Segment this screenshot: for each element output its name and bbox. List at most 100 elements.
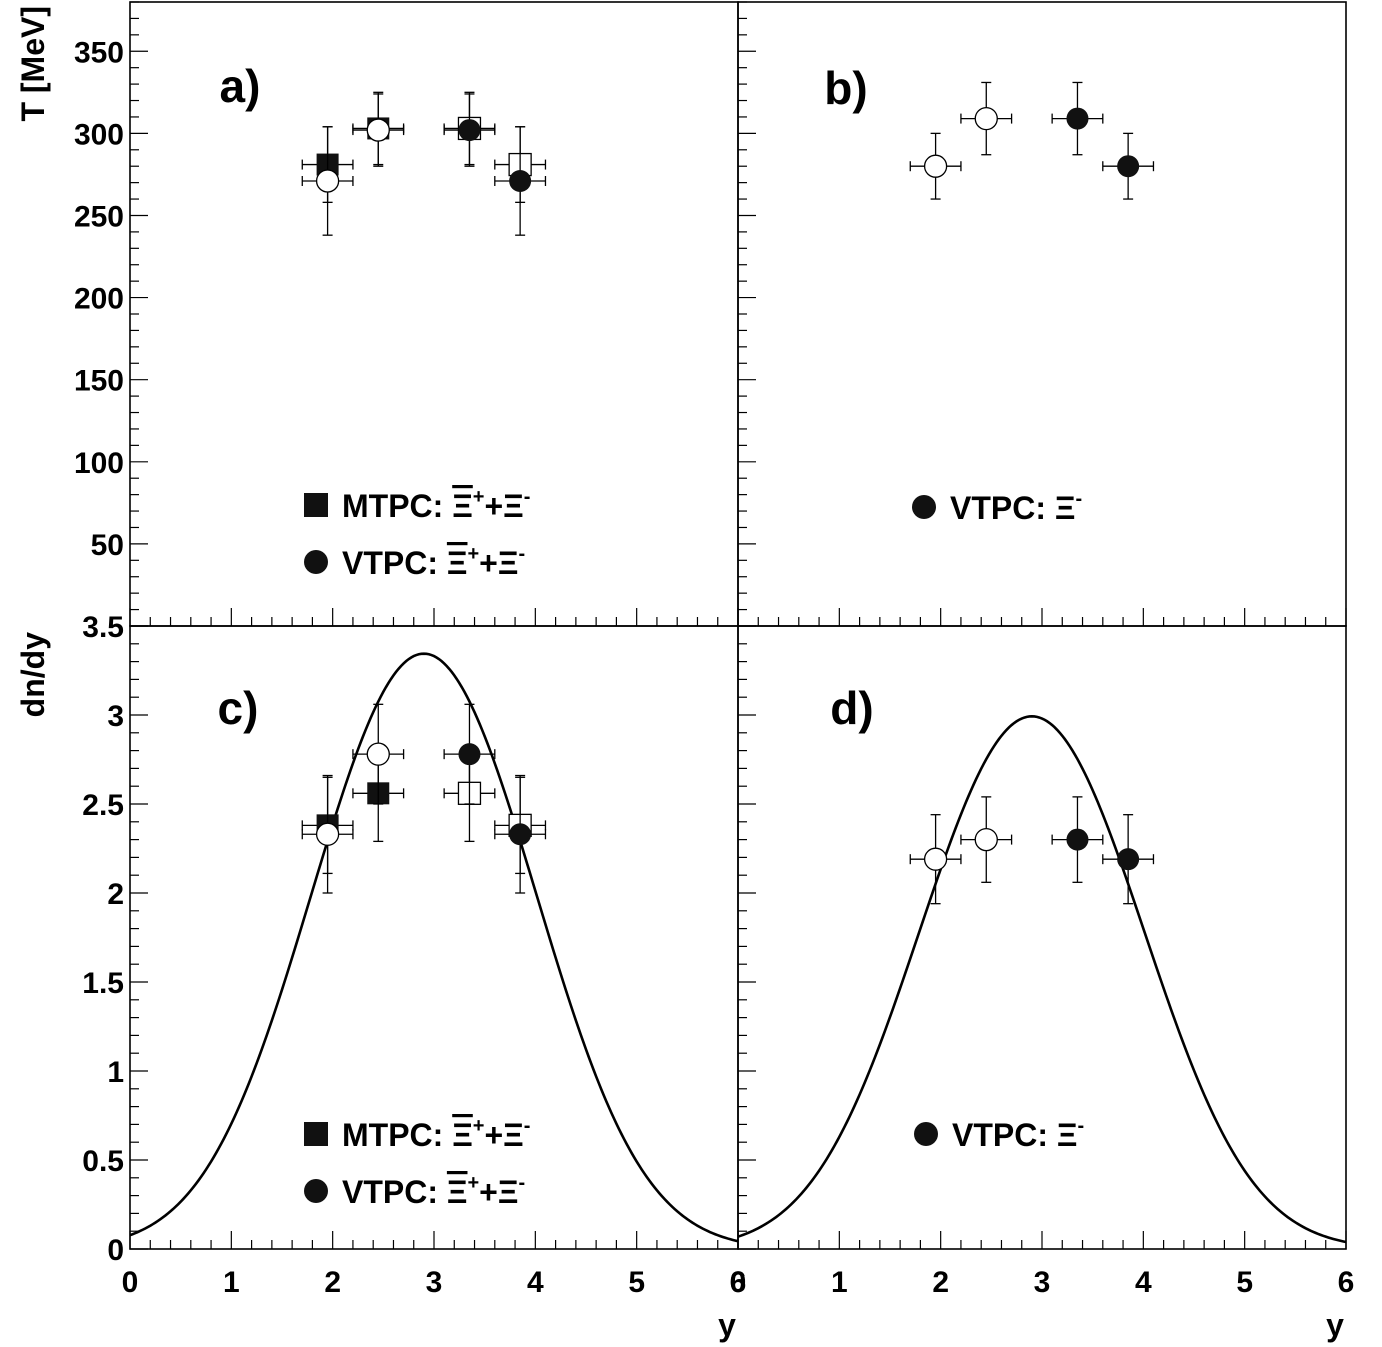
legend-antixi-charge: + — [473, 1115, 485, 1137]
data-point-open-circle — [974, 106, 998, 131]
data-points — [301, 81, 1155, 905]
legend-label: MTPC: — [342, 488, 452, 524]
model-curve-c — [129, 652, 739, 1243]
legend-marker-square — [304, 1122, 328, 1146]
legend-label: VTPC: — [950, 490, 1055, 526]
legend-entry: VTPC: Ξ++Ξ- — [342, 1172, 525, 1210]
data-point-filled-circle — [1066, 828, 1089, 851]
data-point-open-circle — [974, 827, 998, 852]
legend-xi-symbol: Ξ — [498, 545, 519, 581]
legend-antixi-charge: + — [467, 1172, 479, 1194]
x-tick-label: 4 — [527, 1266, 544, 1299]
legend-plus: + — [484, 1117, 503, 1153]
legend-label: VTPC: — [342, 1174, 447, 1210]
legend-xi-charge: - — [518, 1172, 525, 1194]
data-point-open-circle — [315, 822, 340, 846]
top-y-tick-label: 350 — [74, 36, 124, 69]
x-tick-label: 3 — [1034, 1266, 1051, 1299]
model-curve-d — [737, 715, 1347, 1244]
top-y-tick-label: 100 — [74, 447, 124, 480]
legend-entry: MTPC: Ξ++Ξ- — [342, 486, 530, 524]
data-point-filled-circle — [1117, 155, 1140, 178]
legend-xi-symbol: Ξ — [503, 488, 524, 524]
top-y-tick-label: 300 — [74, 118, 124, 151]
data-point-filled-circle — [458, 743, 481, 766]
data-point-open-circle — [923, 847, 948, 871]
legend-xi-charge: - — [524, 1115, 531, 1137]
bottom-y-tick-label: 0 — [107, 1234, 124, 1267]
legend-entry: MTPC: Ξ++Ξ- — [342, 1115, 530, 1153]
legend-entry: VTPC: Ξ- — [952, 1115, 1084, 1153]
legend-xi-symbol: Ξ — [503, 1117, 524, 1153]
data-point-open-circle — [366, 118, 390, 142]
legend-antixi-charge: + — [473, 486, 485, 508]
x-tick-label: 0 — [122, 1266, 139, 1299]
bottom-y-tick-label: 2 — [107, 878, 124, 911]
top-y-tick-label: 50 — [91, 529, 124, 562]
axis-ticks — [129, 1, 1347, 1250]
bottom-y-tick-label: 1 — [107, 1056, 124, 1089]
panel-tag-a: a) — [220, 60, 261, 112]
legend-entry: VTPC: Ξ++Ξ- — [342, 543, 525, 581]
bottom-y-axis-title: dn/dy — [15, 632, 51, 718]
x-tick-label: 6 — [1338, 1266, 1355, 1299]
x-axis-title-left: y — [718, 1307, 736, 1343]
top-y-axis-title: T [MeV] — [15, 6, 51, 122]
legend-label: MTPC: — [342, 1117, 452, 1153]
legend-xi-charge: - — [524, 486, 531, 508]
x-tick-label: 3 — [426, 1266, 443, 1299]
data-point-open-circle — [923, 154, 948, 178]
x-tick-label: 6 — [730, 1266, 747, 1299]
legend-marker-circle — [304, 1179, 328, 1203]
top-y-tick-label: 250 — [74, 200, 124, 233]
legend-xi-charge: - — [1075, 488, 1082, 510]
legend-marker-circle — [304, 550, 328, 574]
legend-antixi-symbol: Ξ — [452, 1117, 473, 1153]
legend-plus: + — [479, 545, 498, 581]
legend-marker-circle — [912, 495, 936, 519]
legend-plus: + — [484, 488, 503, 524]
legend-antixi-symbol: Ξ — [447, 545, 468, 581]
legend-entry: VTPC: Ξ- — [950, 488, 1082, 526]
legend-label: VTPC: — [952, 1117, 1057, 1153]
panel-tags: a) b) c) d) — [218, 60, 874, 734]
panel-tag-c: c) — [218, 682, 259, 734]
data-point-filled-circle — [1066, 107, 1089, 130]
bottom-y-tick-label: 3 — [107, 700, 124, 733]
legend-plus: + — [479, 1174, 498, 1210]
x-tick-label: 1 — [223, 1266, 240, 1299]
legend-xi-charge: - — [518, 543, 525, 565]
x-tick-label: 4 — [1135, 1266, 1152, 1299]
panel-tag-b: b) — [824, 62, 867, 114]
x-tick-label: 2 — [932, 1266, 949, 1299]
bottom-y-tick-label: 0.5 — [82, 1145, 124, 1178]
legend-label: VTPC: — [342, 545, 447, 581]
bottom-y-tick-label: 3.5 — [82, 611, 124, 644]
data-point-open-circle — [366, 742, 390, 766]
data-point-filled-circle — [1117, 848, 1140, 871]
panel-tag-d: d) — [830, 682, 873, 734]
legends: MTPC: Ξ++Ξ-VTPC: Ξ++Ξ-VTPC: Ξ-MTPC: Ξ++Ξ… — [304, 486, 1084, 1210]
data-point-filled-circle — [458, 119, 481, 142]
legend-xi-symbol: Ξ — [1055, 490, 1076, 526]
x-axis-title-right: y — [1326, 1307, 1344, 1343]
legend-xi-charge: - — [1077, 1115, 1084, 1137]
data-point-open-circle — [315, 169, 340, 193]
top-y-tick-label: 200 — [74, 283, 124, 316]
top-y-tick-label: 150 — [74, 365, 124, 398]
x-tick-label: 1 — [831, 1266, 848, 1299]
data-point-filled-circle — [509, 169, 532, 192]
axis-labels: T [MeV] dn/dy y y 5010015020025030035000… — [15, 6, 1354, 1343]
legend-marker-circle — [914, 1122, 938, 1146]
legend-marker-square — [304, 493, 328, 517]
x-tick-label: 2 — [324, 1266, 341, 1299]
data-point-filled-circle — [509, 823, 532, 846]
model-curves — [129, 652, 1347, 1244]
x-tick-label: 5 — [1236, 1266, 1253, 1299]
legend-antixi-symbol: Ξ — [447, 1174, 468, 1210]
legend-xi-symbol: Ξ — [498, 1174, 519, 1210]
bottom-y-tick-label: 1.5 — [82, 967, 124, 1000]
legend-antixi-symbol: Ξ — [452, 488, 473, 524]
x-tick-label: 0 — [730, 1266, 747, 1299]
